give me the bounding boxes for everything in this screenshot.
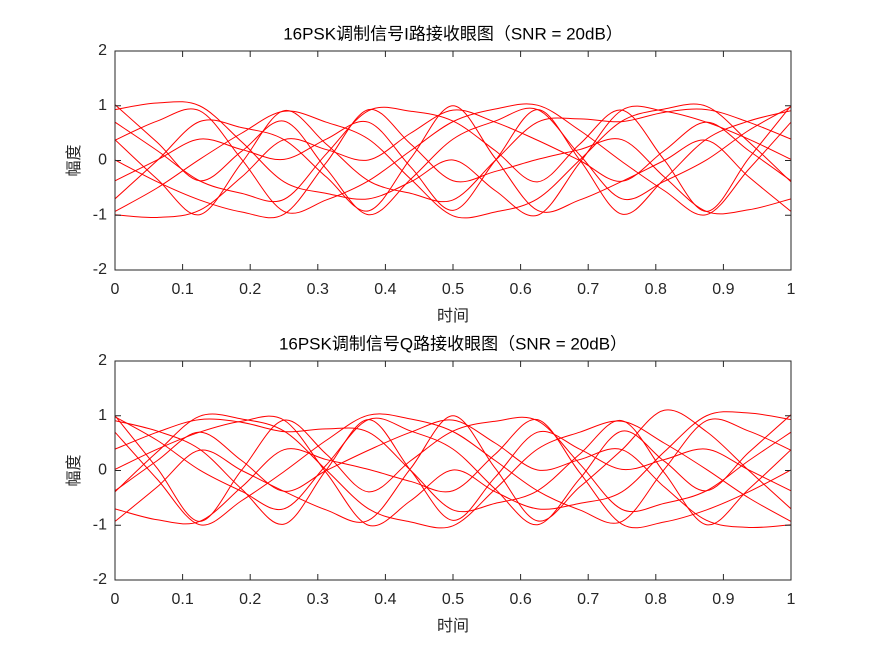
x-tick-label: 0.6 xyxy=(509,591,531,608)
y-tick-label: -1 xyxy=(93,206,107,223)
x-tick-label: 0.9 xyxy=(712,281,734,298)
trace-line xyxy=(115,109,791,219)
trace-line xyxy=(115,104,791,216)
x-tick-label: 0.3 xyxy=(307,591,329,608)
x-axis-label: 时间 xyxy=(437,307,469,325)
chart-title: 16PSK调制信号Q路接收眼图（SNR = 20dB） xyxy=(279,334,627,353)
x-tick-label: 0.1 xyxy=(171,281,193,298)
trace-line xyxy=(115,413,791,529)
traces xyxy=(115,101,791,219)
traces xyxy=(115,409,791,529)
y-tick-label: -2 xyxy=(93,571,107,588)
y-tick-label: -1 xyxy=(93,516,107,533)
x-tick-label: 0.1 xyxy=(171,591,193,608)
trace-line xyxy=(115,109,791,219)
trace-line xyxy=(115,415,791,522)
trace-line xyxy=(115,413,791,526)
x-tick-label: 0.8 xyxy=(645,591,667,608)
trace-line xyxy=(115,414,791,526)
x-tick-label: 0.8 xyxy=(645,281,667,298)
x-tick-label: 0.6 xyxy=(509,281,531,298)
y-tick-label: 1 xyxy=(98,97,107,114)
x-tick-label: 0.4 xyxy=(374,281,396,298)
x-tick-label: 0 xyxy=(111,591,120,608)
x-tick-label: 0.3 xyxy=(307,281,329,298)
plot-area xyxy=(115,361,791,580)
x-tick-label: 0.5 xyxy=(442,281,464,298)
x-tick-label: 0.4 xyxy=(374,591,396,608)
trace-line xyxy=(115,409,791,523)
trace-line xyxy=(115,103,791,219)
trace-line xyxy=(115,411,791,527)
trace-line xyxy=(115,105,791,213)
trace-line xyxy=(115,103,791,216)
trace-line xyxy=(115,419,791,529)
trace-line xyxy=(115,418,791,526)
x-tick-label: 0.9 xyxy=(712,591,734,608)
y-tick-label: 0 xyxy=(98,462,107,479)
trace-line xyxy=(115,108,791,216)
x-axis-label: 时间 xyxy=(437,617,469,635)
x-tick-label: 0.7 xyxy=(577,591,599,608)
axes: 0 0.1 0.2 0.3 0.4 0.5 0.6 0.7 0.8 0.9 1 -2 -1 0 1 2 16PS… xyxy=(65,24,795,325)
y-tick-label: 0 xyxy=(98,152,107,169)
x-tick-label: 0 xyxy=(111,281,120,298)
y-tick-label: 1 xyxy=(98,407,107,424)
y-axis-label: 幅度 xyxy=(65,144,83,176)
x-tick-label: 0.5 xyxy=(442,591,464,608)
x-tick-label: 1 xyxy=(787,591,796,608)
y-tick-label: -2 xyxy=(93,261,107,278)
y-tick-label: 2 xyxy=(98,42,107,59)
x-tick-label: 0.2 xyxy=(239,591,261,608)
x-tick-label: 1 xyxy=(787,281,796,298)
chart-title: 16PSK调制信号I路接收眼图（SNR = 20dB） xyxy=(283,24,623,43)
axes-box xyxy=(114,50,792,271)
axes-box xyxy=(114,360,792,581)
x-tick-label: 0.7 xyxy=(577,281,599,298)
trace-line xyxy=(115,419,791,529)
trace-line xyxy=(115,109,791,215)
x-tick-label: 0.2 xyxy=(239,281,261,298)
plot-area xyxy=(115,51,791,270)
trace-line xyxy=(115,419,791,525)
y-tick-label: 2 xyxy=(98,352,107,369)
y-axis-label: 幅度 xyxy=(65,454,83,486)
trace-line xyxy=(115,101,791,217)
axes: 0 0.1 0.2 0.3 0.4 0.5 0.6 0.7 0.8 0.9 1 -2 -1 0 1 2 16PS… xyxy=(65,334,795,635)
trace-line xyxy=(115,105,791,212)
